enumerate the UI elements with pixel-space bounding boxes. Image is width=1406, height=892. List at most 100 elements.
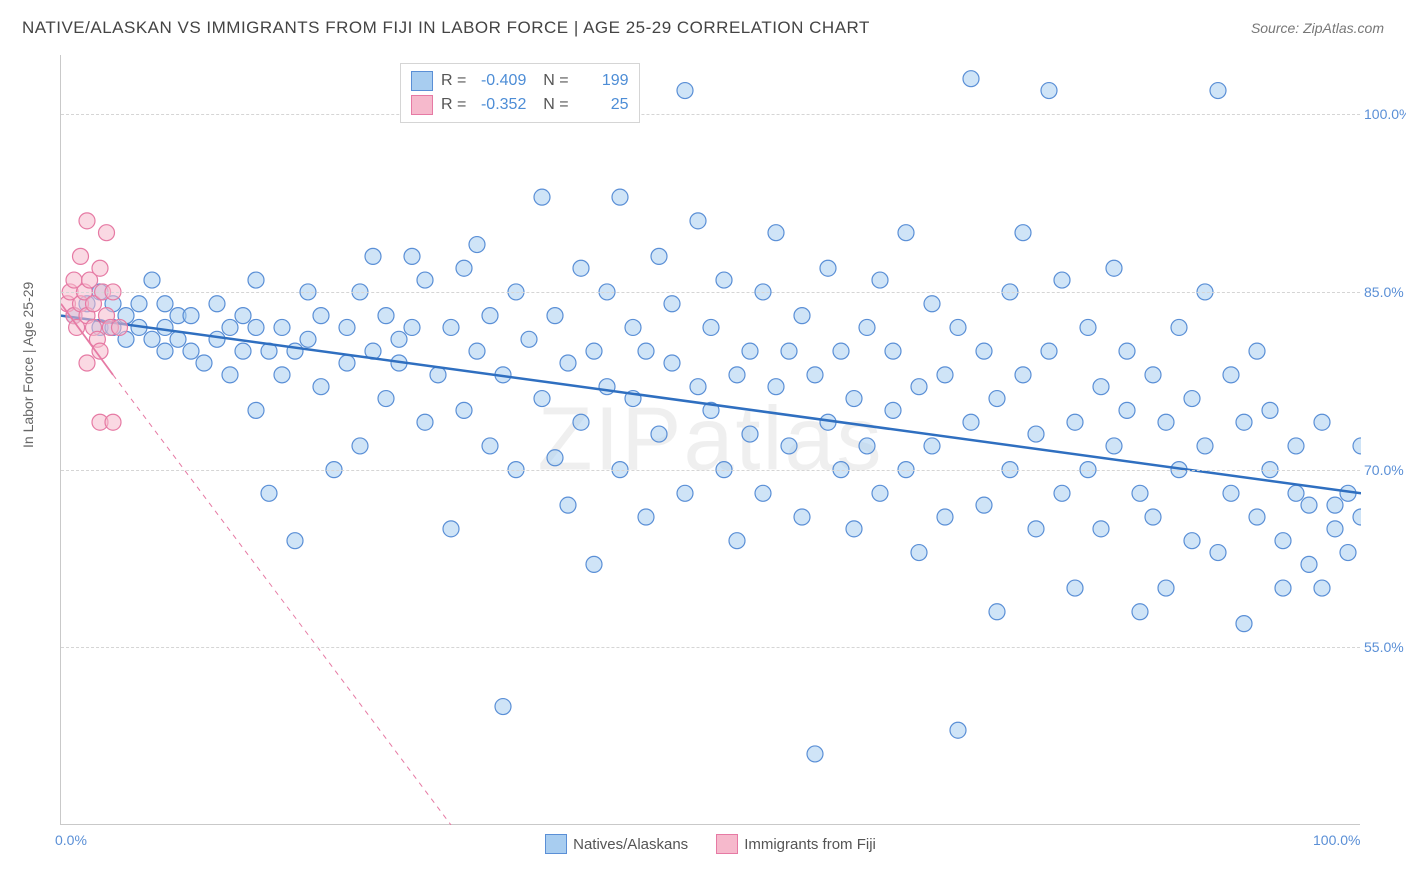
scatter-point: [651, 248, 667, 264]
scatter-point: [651, 426, 667, 442]
scatter-point: [664, 355, 680, 371]
stats-legend-box: R = -0.409 N = 199R = -0.352 N = 25: [400, 63, 640, 123]
scatter-point: [716, 272, 732, 288]
scatter-point: [1223, 485, 1239, 501]
scatter-point: [391, 331, 407, 347]
stats-n-label: N =: [534, 72, 568, 90]
scatter-point: [209, 296, 225, 312]
scatter-point: [1210, 83, 1226, 99]
scatter-point: [287, 343, 303, 359]
scatter-point: [638, 509, 654, 525]
scatter-point: [1015, 367, 1031, 383]
scatter-point: [417, 414, 433, 430]
scatter-point: [196, 355, 212, 371]
scatter-point: [1197, 438, 1213, 454]
scatter-point: [1353, 438, 1361, 454]
plot-svg: [61, 55, 1361, 825]
scatter-point: [586, 343, 602, 359]
scatter-point: [586, 556, 602, 572]
scatter-point: [157, 319, 173, 335]
x-axis-tick: 100.0%: [1313, 832, 1360, 848]
scatter-point: [612, 189, 628, 205]
scatter-point: [430, 367, 446, 383]
scatter-point: [144, 331, 160, 347]
scatter-point: [248, 319, 264, 335]
chart-header: NATIVE/ALASKAN VS IMMIGRANTS FROM FIJI I…: [0, 0, 1406, 48]
scatter-point: [1041, 343, 1057, 359]
scatter-point: [677, 83, 693, 99]
scatter-point: [794, 509, 810, 525]
scatter-point: [378, 391, 394, 407]
scatter-point: [1093, 379, 1109, 395]
scatter-point: [1210, 545, 1226, 561]
scatter-point: [274, 367, 290, 383]
scatter-point: [235, 343, 251, 359]
scatter-point: [885, 402, 901, 418]
scatter-point: [79, 213, 95, 229]
scatter-point: [261, 485, 277, 501]
scatter-point: [1288, 438, 1304, 454]
scatter-point: [443, 521, 459, 537]
scatter-point: [222, 367, 238, 383]
scatter-point: [1171, 319, 1187, 335]
scatter-point: [1340, 545, 1356, 561]
scatter-point: [573, 414, 589, 430]
scatter-point: [469, 343, 485, 359]
scatter-point: [742, 426, 758, 442]
scatter-point: [950, 722, 966, 738]
scatter-point: [820, 260, 836, 276]
scatter-point: [768, 225, 784, 241]
scatter-point: [1041, 83, 1057, 99]
scatter-point: [1184, 533, 1200, 549]
scatter-point: [287, 533, 303, 549]
scatter-point: [963, 71, 979, 87]
scatter-point: [534, 189, 550, 205]
legend-item: Natives/Alaskans: [545, 834, 688, 854]
scatter-point: [1353, 509, 1361, 525]
scatter-point: [638, 343, 654, 359]
scatter-point: [1028, 521, 1044, 537]
scatter-point: [1314, 580, 1330, 596]
scatter-point: [573, 260, 589, 276]
scatter-point: [898, 225, 914, 241]
scatter-point: [1327, 521, 1343, 537]
scatter-point: [339, 319, 355, 335]
scatter-point: [469, 237, 485, 253]
scatter-point: [1067, 414, 1083, 430]
scatter-point: [729, 367, 745, 383]
scatter-point: [482, 308, 498, 324]
scatter-point: [534, 391, 550, 407]
scatter-point: [157, 343, 173, 359]
scatter-point: [1106, 438, 1122, 454]
stats-r-label: R =: [441, 72, 466, 90]
scatter-point: [911, 545, 927, 561]
scatter-point: [73, 248, 89, 264]
scatter-point: [924, 296, 940, 312]
scatter-point: [482, 438, 498, 454]
legend-swatch: [545, 834, 567, 854]
scatter-point: [105, 414, 121, 430]
scatter-point: [131, 296, 147, 312]
scatter-point: [872, 272, 888, 288]
legend-swatch: [411, 71, 433, 91]
scatter-point: [807, 746, 823, 762]
gridline-h: [61, 647, 1360, 648]
scatter-point: [1119, 343, 1135, 359]
scatter-point: [1184, 391, 1200, 407]
scatter-point: [1119, 402, 1135, 418]
scatter-point: [1288, 485, 1304, 501]
scatter-point: [300, 331, 316, 347]
scatter-point: [417, 272, 433, 288]
gridline-h: [61, 470, 1360, 471]
scatter-point: [1314, 414, 1330, 430]
scatter-point: [911, 379, 927, 395]
scatter-point: [313, 308, 329, 324]
stats-row: R = -0.352 N = 25: [411, 93, 629, 117]
scatter-point: [885, 343, 901, 359]
scatter-point: [846, 391, 862, 407]
scatter-point: [1158, 414, 1174, 430]
scatter-point: [1158, 580, 1174, 596]
scatter-point: [703, 319, 719, 335]
scatter-point: [157, 296, 173, 312]
scatter-point: [1301, 556, 1317, 572]
